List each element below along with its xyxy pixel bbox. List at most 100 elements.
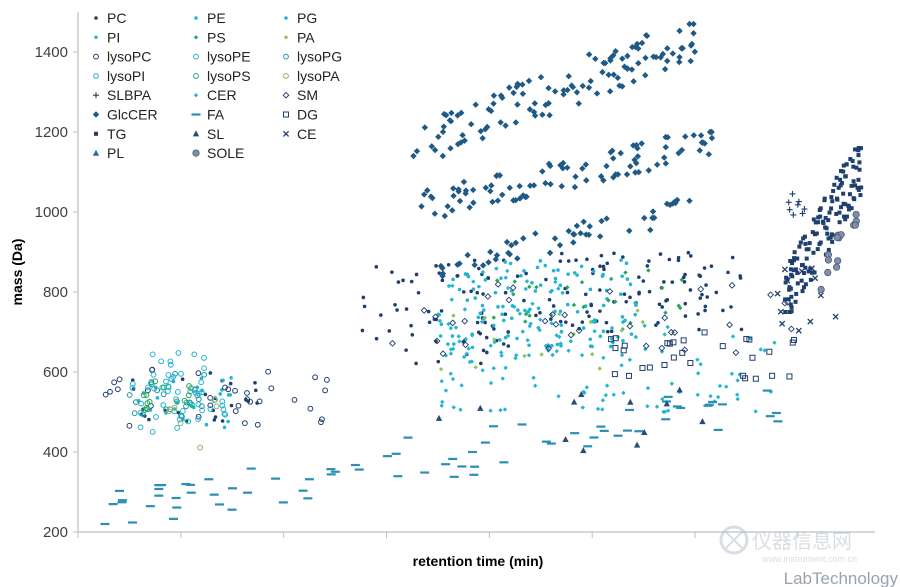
data-point <box>622 429 632 432</box>
data-point <box>181 483 191 486</box>
legend-item: PS <box>193 29 226 45</box>
data-point <box>148 379 155 386</box>
data-point <box>149 351 156 358</box>
data-point <box>709 264 714 268</box>
data-point <box>566 348 571 353</box>
data-point <box>632 169 639 176</box>
data-point <box>446 262 451 267</box>
data-point <box>686 20 693 28</box>
legend-marker <box>282 130 290 137</box>
data-point <box>488 182 495 189</box>
data-point <box>612 251 616 256</box>
data-point <box>538 283 543 287</box>
data-point <box>608 344 613 349</box>
data-point <box>494 266 499 271</box>
data-point <box>439 128 447 136</box>
data-point <box>672 199 679 207</box>
data-point <box>167 358 174 365</box>
data-point <box>526 353 532 358</box>
data-point <box>448 457 458 461</box>
data-point <box>713 428 723 431</box>
data-point <box>467 121 475 128</box>
data-point <box>597 366 602 371</box>
data-point <box>459 131 466 139</box>
data-point <box>451 313 456 318</box>
data-point <box>624 52 631 60</box>
data-point <box>785 199 792 206</box>
data-point <box>593 90 601 97</box>
data-point <box>499 276 503 280</box>
data-point <box>447 145 454 152</box>
data-point <box>787 325 795 333</box>
legend-item: GlcCER <box>92 107 158 123</box>
data-point <box>431 146 439 154</box>
data-point <box>806 269 811 274</box>
data-point <box>609 147 616 154</box>
data-point <box>632 43 639 51</box>
data-point <box>512 197 519 204</box>
data-point <box>488 380 494 386</box>
data-point <box>627 357 633 362</box>
data-point <box>165 372 172 378</box>
data-point <box>582 231 590 238</box>
data-point <box>108 503 118 506</box>
data-point <box>856 177 861 182</box>
data-point <box>807 241 812 246</box>
data-point <box>579 165 586 172</box>
data-point <box>523 308 527 313</box>
data-point <box>577 326 581 331</box>
data-point <box>826 236 831 241</box>
data-point <box>634 335 638 339</box>
data-point <box>601 272 605 277</box>
data-point <box>857 167 862 172</box>
data-point <box>629 43 636 51</box>
data-point <box>625 372 632 379</box>
watermark-logo-icon <box>719 525 749 555</box>
data-point <box>858 193 863 198</box>
data-point <box>469 289 473 294</box>
data-point <box>491 315 496 320</box>
data-point <box>579 352 585 358</box>
data-point <box>645 404 650 409</box>
data-point <box>448 351 454 356</box>
legend-item: TG <box>94 126 126 142</box>
data-point <box>209 493 219 496</box>
data-point <box>841 169 846 174</box>
data-point <box>553 279 558 285</box>
data-point <box>512 279 518 284</box>
data-point <box>697 327 701 332</box>
data-point <box>582 390 587 396</box>
data-point <box>690 30 697 37</box>
data-point <box>586 223 593 230</box>
data-point <box>505 285 511 291</box>
data-point <box>610 71 617 78</box>
data-point <box>854 165 859 170</box>
data-point <box>436 359 441 364</box>
data-point <box>570 323 575 327</box>
data-point <box>489 425 499 428</box>
data-point <box>192 386 198 393</box>
data-point <box>291 397 298 403</box>
data-point <box>506 344 511 348</box>
data-point <box>220 406 227 413</box>
data-point <box>111 379 118 386</box>
data-point <box>268 385 275 392</box>
data-point <box>585 257 589 262</box>
data-point <box>517 423 527 426</box>
data-point <box>503 290 508 295</box>
data-point <box>501 318 506 323</box>
legend-marker <box>193 73 199 79</box>
data-point <box>527 284 532 290</box>
data-point <box>221 378 225 383</box>
data-point <box>457 465 467 468</box>
data-point <box>382 455 392 458</box>
data-point <box>619 258 623 262</box>
data-point <box>804 256 809 261</box>
data-point <box>624 65 631 72</box>
data-point <box>624 299 629 304</box>
y-tick-label: 400 <box>43 444 68 461</box>
y-tick-label: 800 <box>43 284 68 301</box>
watermark-footer: LabTechnology <box>784 569 899 587</box>
data-point <box>531 375 536 380</box>
data-point <box>185 483 195 486</box>
